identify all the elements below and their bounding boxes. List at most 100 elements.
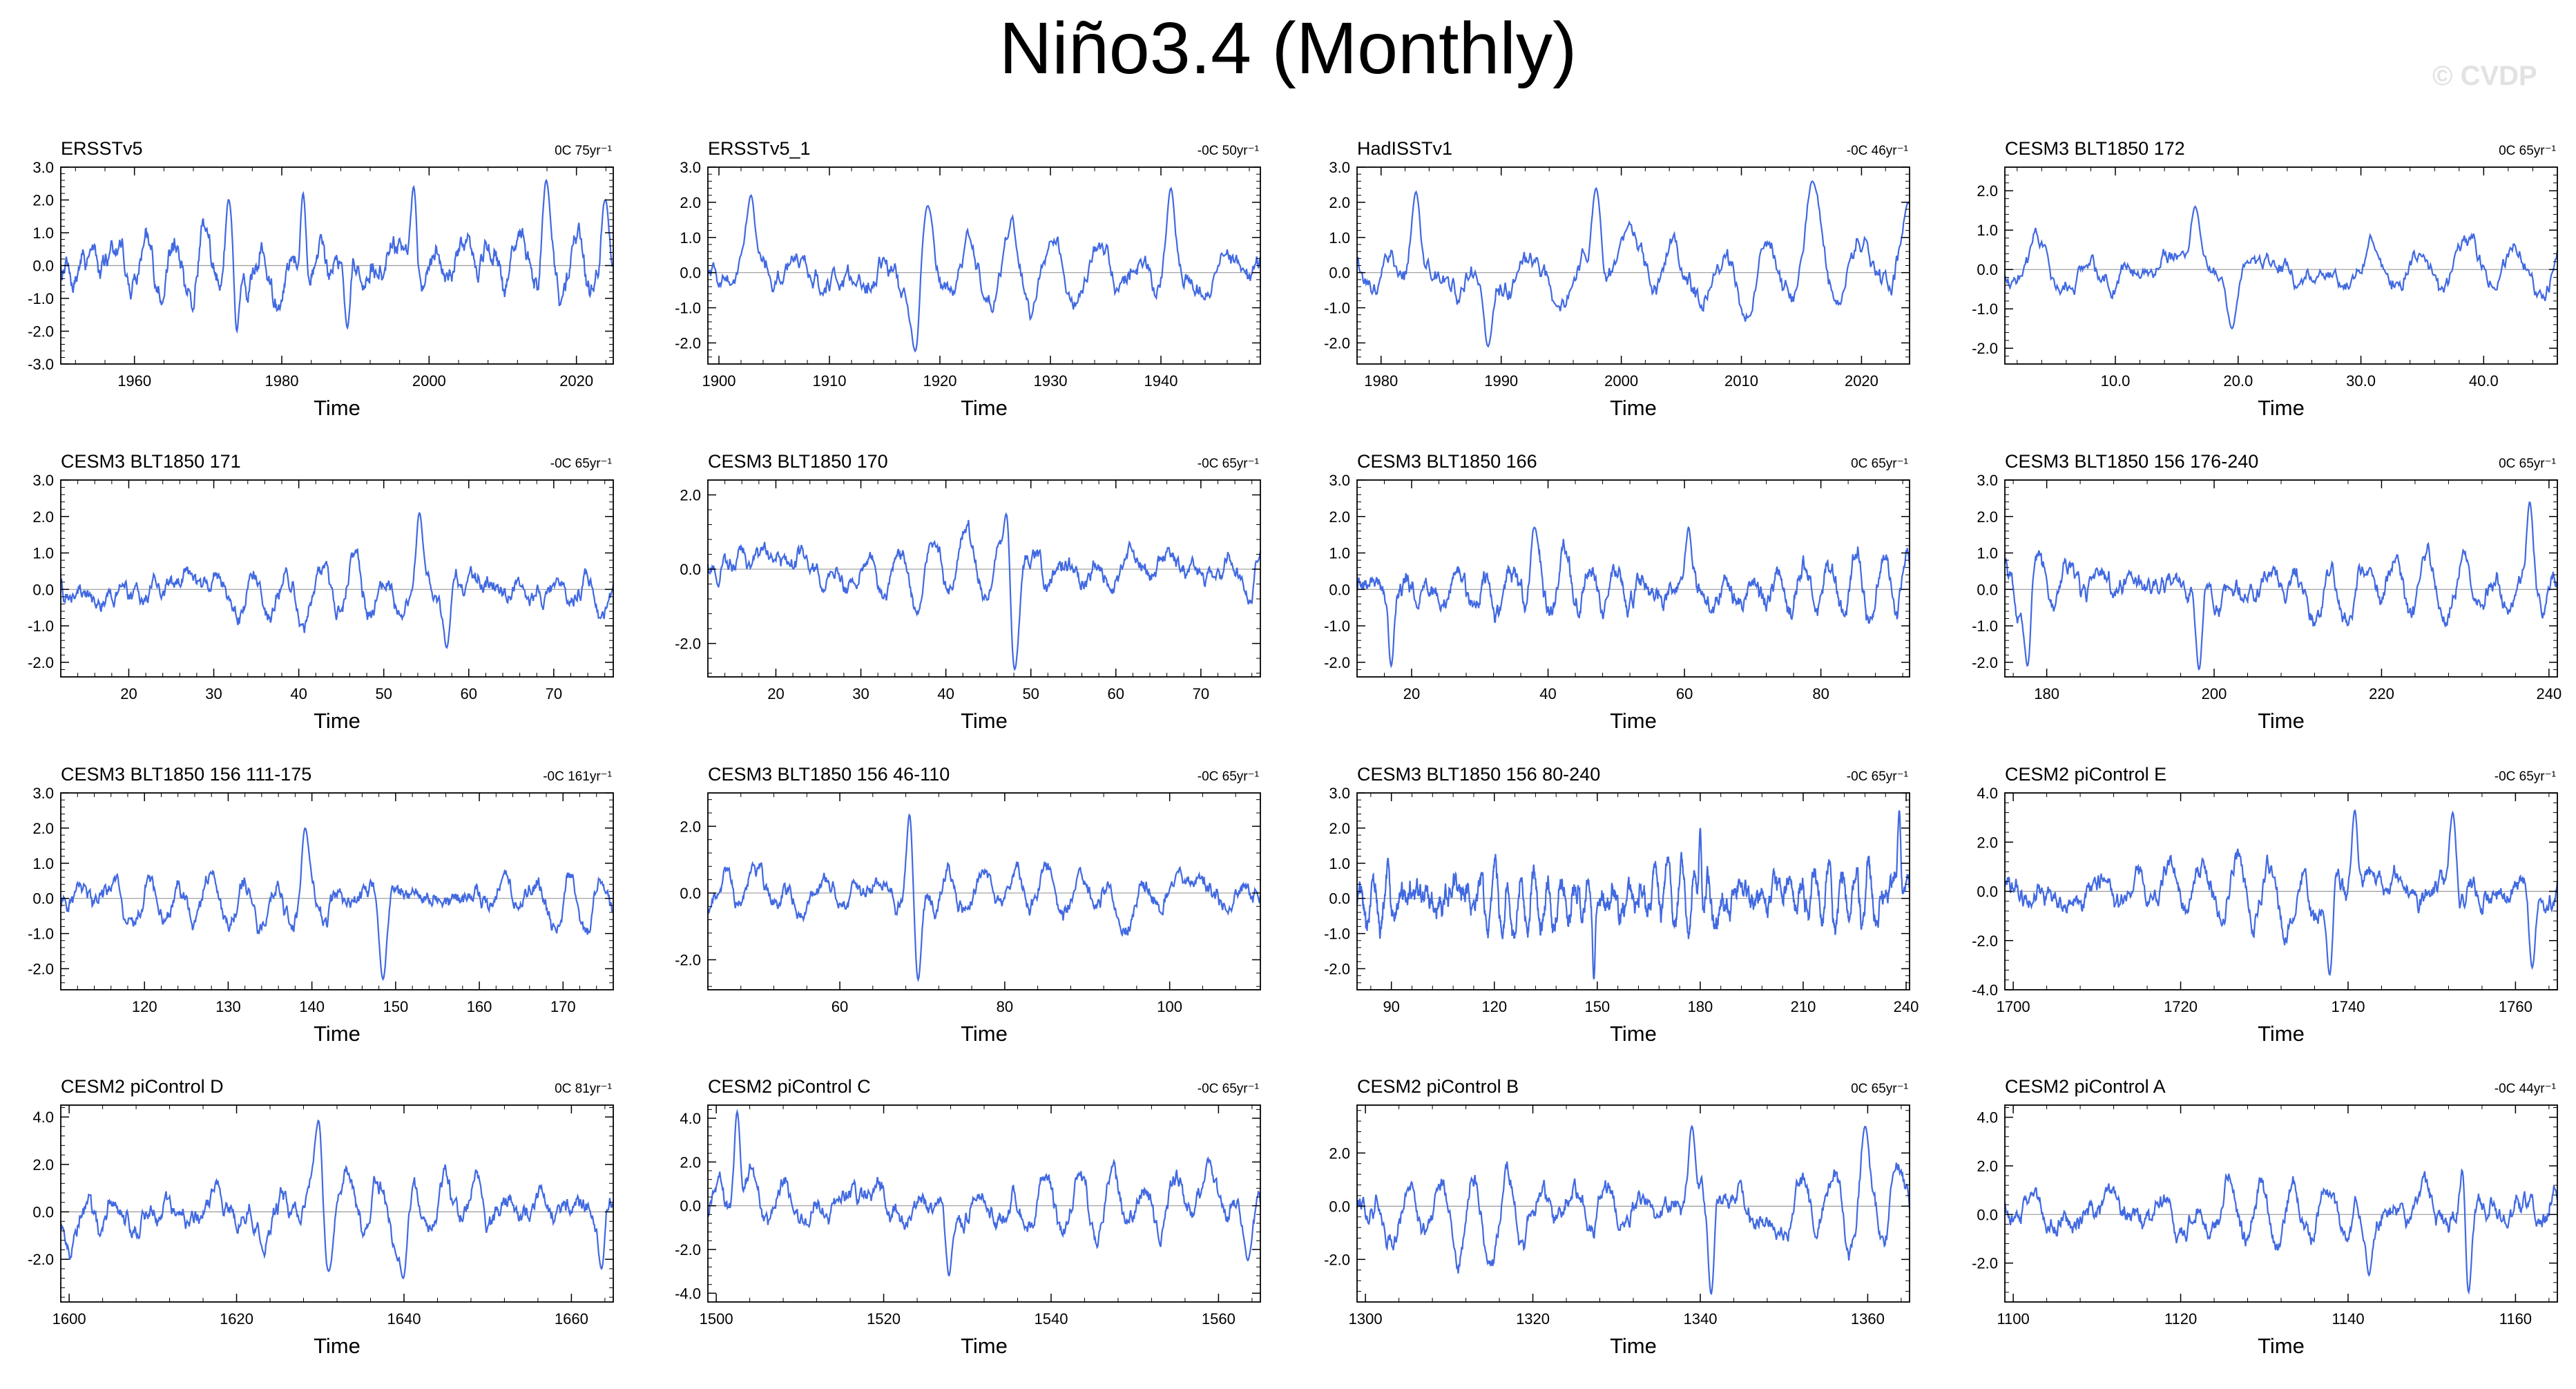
x-tick-label: 1980 [1364, 372, 1398, 390]
plot-frame [2004, 1104, 2558, 1303]
x-axis-title: Time [314, 1334, 361, 1358]
series-line [707, 186, 1262, 353]
panel-14: CESM2 piControl C -0C 65yr⁻¹ -4.0 -2.0 0.0 2.… [675, 1076, 1262, 1358]
y-tick-label: -2.0 [28, 323, 54, 341]
y-tick-label: -2.0 [28, 1251, 54, 1268]
y-tick-label: -2.0 [675, 1241, 701, 1258]
trend-label: -0C 65yr⁻¹ [1847, 769, 1908, 784]
plot-frame [1356, 792, 1910, 990]
x-tick-label: 1940 [1144, 372, 1178, 390]
panel-7: CESM3 BLT1850 166 0C 65yr⁻¹ -2.0 -1.0 0.0 1.0… [1324, 451, 1911, 733]
y-tick-label: 0.0 [1977, 581, 1998, 598]
x-tick-label: 1740 [2331, 998, 2365, 1015]
panel-title: ERSSTv5_1 [708, 138, 811, 159]
x-tick-label: 240 [1894, 998, 1919, 1015]
y-tick-label: 2.0 [1977, 182, 1998, 200]
x-tick-label: 220 [2369, 685, 2394, 702]
x-tick-label: 1660 [555, 1310, 588, 1328]
x-tick-label: 1140 [2332, 1310, 2364, 1328]
y-tick-label: 4.0 [1977, 785, 1998, 802]
x-tick-label: 50 [375, 685, 392, 702]
x-axis-title: Time [2258, 396, 2305, 420]
y-tick-label: -2.0 [1324, 960, 1350, 977]
x-tick-label: 2000 [1604, 372, 1638, 390]
y-tick-label: 4.0 [32, 1109, 54, 1126]
trend-label: -0C 161yr⁻¹ [543, 769, 612, 784]
y-tick-label: 0.0 [1977, 883, 1998, 901]
panel-11: CESM3 BLT1850 156 80-240 -0C 65yr⁻¹ -2.0 -1… [1324, 764, 1919, 1046]
panel-title: CESM3 BLT1850 170 [708, 451, 888, 472]
panel-title: CESM3 BLT1850 156 46-110 [708, 764, 950, 785]
trend-label: -0C 44yr⁻¹ [2495, 1082, 2556, 1096]
x-axis-title: Time [961, 1022, 1008, 1046]
x-tick-label: 30 [852, 685, 869, 702]
panel-9: CESM3 BLT1850 156 111-175 -0C 161yr⁻¹ -2.0… [28, 764, 614, 1046]
series-line [1356, 1124, 1911, 1295]
y-tick-label: -2.0 [1972, 654, 1998, 671]
x-tick-label: 1360 [1851, 1310, 1885, 1328]
y-tick-label: -1.0 [1324, 300, 1350, 317]
plot-frame [707, 1104, 1261, 1303]
plot-frame [707, 792, 1261, 990]
panel-title: CESM3 BLT1850 156 176-240 [2005, 451, 2258, 472]
panel-3: HadISSTv1 -0C 46yr⁻¹ -2.0 -1.0 0.0 1.0 2.0 3.0 1… [1324, 138, 1910, 420]
x-tick-label: 120 [132, 998, 157, 1015]
y-tick-label: -4.0 [1972, 981, 1998, 999]
y-tick-label: 3.0 [680, 159, 701, 176]
panel-6: CESM3 BLT1850 170 -0C 65yr⁻¹ -2.0 0.0 2.0 20 3… [675, 451, 1262, 733]
x-tick-label: 1540 [1034, 1310, 1068, 1328]
y-tick-label: -2.0 [1972, 932, 1998, 950]
x-tick-label: 80 [997, 998, 1013, 1015]
x-tick-label: 1160 [2499, 1310, 2532, 1328]
x-axis-title: Time [961, 1334, 1008, 1358]
x-tick-label: 1120 [2164, 1310, 2197, 1328]
y-tick-label: 1.0 [32, 224, 54, 242]
panel-title: CESM3 BLT1850 172 [2005, 138, 2185, 159]
y-tick-label: 4.0 [680, 1110, 701, 1127]
plot-frame [707, 479, 1261, 678]
panel-13: CESM2 piControl D 0C 81yr⁻¹ -2.0 0.0 2.0 4.0 1… [28, 1076, 615, 1358]
series-line [59, 827, 614, 981]
y-tick-label: 1.0 [1329, 229, 1350, 247]
plot-frame [2004, 166, 2558, 365]
y-tick-label: -2.0 [675, 635, 701, 653]
x-tick-label: 120 [1481, 998, 1507, 1015]
y-tick-label: 0.0 [32, 581, 54, 598]
panel-10: CESM3 BLT1850 156 46-110 -0C 65yr⁻¹ -2.0 0.… [675, 764, 1262, 1046]
x-tick-label: 30 [205, 685, 222, 702]
y-tick-label: 1.0 [32, 545, 54, 562]
x-axis-title: Time [1610, 1334, 1657, 1358]
x-tick-label: 60 [832, 998, 848, 1015]
y-tick-label: 2.0 [32, 192, 54, 209]
y-tick-label: 0.0 [1329, 890, 1350, 908]
y-tick-label: 2.0 [680, 487, 701, 504]
x-tick-label: 1300 [1349, 1310, 1383, 1328]
x-tick-label: 40.0 [2469, 372, 2499, 390]
y-tick-label: 0.0 [680, 885, 701, 902]
x-tick-label: 2020 [1845, 372, 1878, 390]
x-tick-label: 70 [1193, 685, 1209, 702]
trend-label: -0C 65yr⁻¹ [1198, 1082, 1259, 1096]
y-tick-label: 0.0 [680, 265, 701, 282]
x-tick-label: 40 [290, 685, 307, 702]
y-tick-label: 2.0 [32, 820, 54, 837]
panel-5: CESM3 BLT1850 171 -0C 65yr⁻¹ -2.0 -1.0 0.0 1.… [28, 451, 615, 733]
trend-label: 0C 75yr⁻¹ [555, 144, 612, 158]
x-tick-label: 1720 [2164, 998, 2198, 1015]
x-tick-label: 200 [2202, 685, 2227, 702]
series-line [2003, 1168, 2559, 1295]
series-line [707, 813, 1262, 983]
y-tick-label: 2.0 [1329, 508, 1350, 526]
x-tick-label: 1980 [265, 372, 299, 390]
x-tick-label: 1100 [1997, 1310, 2029, 1328]
y-tick-label: 0.0 [680, 1198, 701, 1215]
x-tick-label: 1340 [1683, 1310, 1717, 1328]
y-tick-label: -2.0 [675, 952, 701, 969]
y-tick-label: 2.0 [1329, 820, 1350, 837]
y-tick-label: 1.0 [1977, 545, 1998, 562]
y-tick-label: -1.0 [675, 300, 701, 317]
panel-title: CESM3 BLT1850 166 [1357, 451, 1537, 472]
x-tick-label: 60 [1676, 685, 1693, 702]
y-tick-label: 3.0 [32, 472, 54, 489]
